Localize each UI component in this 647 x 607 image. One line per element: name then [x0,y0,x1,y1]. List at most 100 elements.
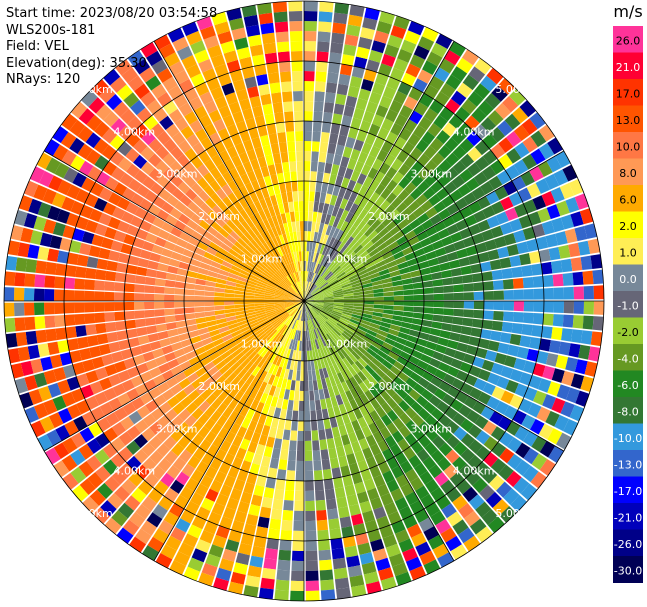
velocity-gate [542,394,557,410]
velocity-gate [212,534,227,549]
velocity-gate [400,39,417,54]
velocity-gate [520,171,535,187]
velocity-gate [316,358,323,370]
velocity-gate [225,539,240,553]
velocity-gate [37,246,50,261]
velocity-gate [513,229,526,243]
velocity-gate [388,209,401,221]
velocity-gate [261,403,271,416]
velocity-gate [144,285,155,294]
velocity-gate [435,495,451,510]
velocity-gate [355,98,368,111]
velocity-gate [560,401,575,418]
velocity-gate [480,261,492,272]
velocity-gate [296,301,304,308]
velocity-gate [343,298,354,301]
velocity-gate [298,191,304,202]
velocity-gate [322,357,330,368]
velocity-gate [218,364,230,375]
velocity-gate [347,323,358,331]
velocity-gate [231,329,242,338]
velocity-gate [349,574,365,588]
velocity-gate [313,302,324,305]
velocity-gate [468,254,480,265]
velocity-gate [37,343,50,358]
velocity-gate [335,324,345,333]
velocity-gate [312,440,320,451]
velocity-gate [196,273,208,281]
velocity-gate [204,405,216,418]
velocity-gate [191,252,204,262]
velocity-gate [275,122,286,134]
velocity-gate [143,115,159,131]
velocity-gate [375,394,386,406]
velocity-gate [77,336,89,349]
velocity-gate [89,381,104,395]
velocity-gate [322,290,333,295]
velocity-gate [15,257,28,272]
velocity-gate [279,282,289,290]
velocity-gate [334,240,342,251]
velocity-gate [558,341,571,356]
azimuth-spoke [303,300,455,562]
velocity-gate [329,316,339,323]
velocity-gate [466,131,482,147]
velocity-gate [331,205,340,217]
velocity-gate [304,297,314,301]
velocity-gate [499,506,517,523]
velocity-gate [94,280,105,291]
velocity-gate [164,450,179,465]
velocity-gate [287,275,294,285]
velocity-gate [288,151,296,162]
velocity-gate [342,233,351,245]
velocity-gate [423,347,435,358]
velocity-gate [232,111,245,124]
velocity-gate [199,262,211,271]
velocity-gate [417,212,430,225]
colorbar-tick-label: 8.0 [619,167,637,180]
velocity-gate [363,301,374,305]
velocity-gate [512,106,529,124]
velocity-gate [253,484,265,497]
velocity-gate [362,447,374,460]
velocity-gate [61,113,78,131]
velocity-gate [195,366,207,378]
velocity-gate [133,354,146,366]
velocity-gate [294,297,304,301]
velocity-gate [186,133,200,148]
velocity-gate [183,383,196,396]
velocity-gate [286,338,292,349]
velocity-gate [75,266,87,279]
velocity-gate [270,194,278,206]
velocity-gate [66,376,80,391]
velocity-gate [259,506,272,519]
velocity-gate [178,332,190,342]
velocity-gate [166,233,179,245]
velocity-gate [224,431,236,444]
velocity-gate [269,316,279,323]
velocity-gate [315,489,325,501]
velocity-gate [86,114,103,132]
velocity-gate [161,248,174,258]
velocity-gate [427,257,440,267]
velocity-gate [483,452,499,468]
velocity-gate [293,261,298,273]
velocity-gate [405,63,421,78]
velocity-gate [70,449,86,466]
velocity-gate [356,491,369,504]
velocity-gate [243,585,259,598]
velocity-gate [399,412,412,425]
velocity-gate [423,294,434,301]
velocity-gate [456,479,472,495]
velocity-gate [529,112,546,130]
velocity-gate [185,350,198,361]
velocity-gate [135,228,149,241]
velocity-gate [294,301,304,305]
velocity-gate [156,428,170,443]
velocity-gate [64,289,75,301]
velocity-gate [568,242,581,258]
velocity-gate [368,203,379,216]
velocity-gate [288,252,294,263]
velocity-gate [340,220,349,232]
velocity-gate [206,77,221,91]
